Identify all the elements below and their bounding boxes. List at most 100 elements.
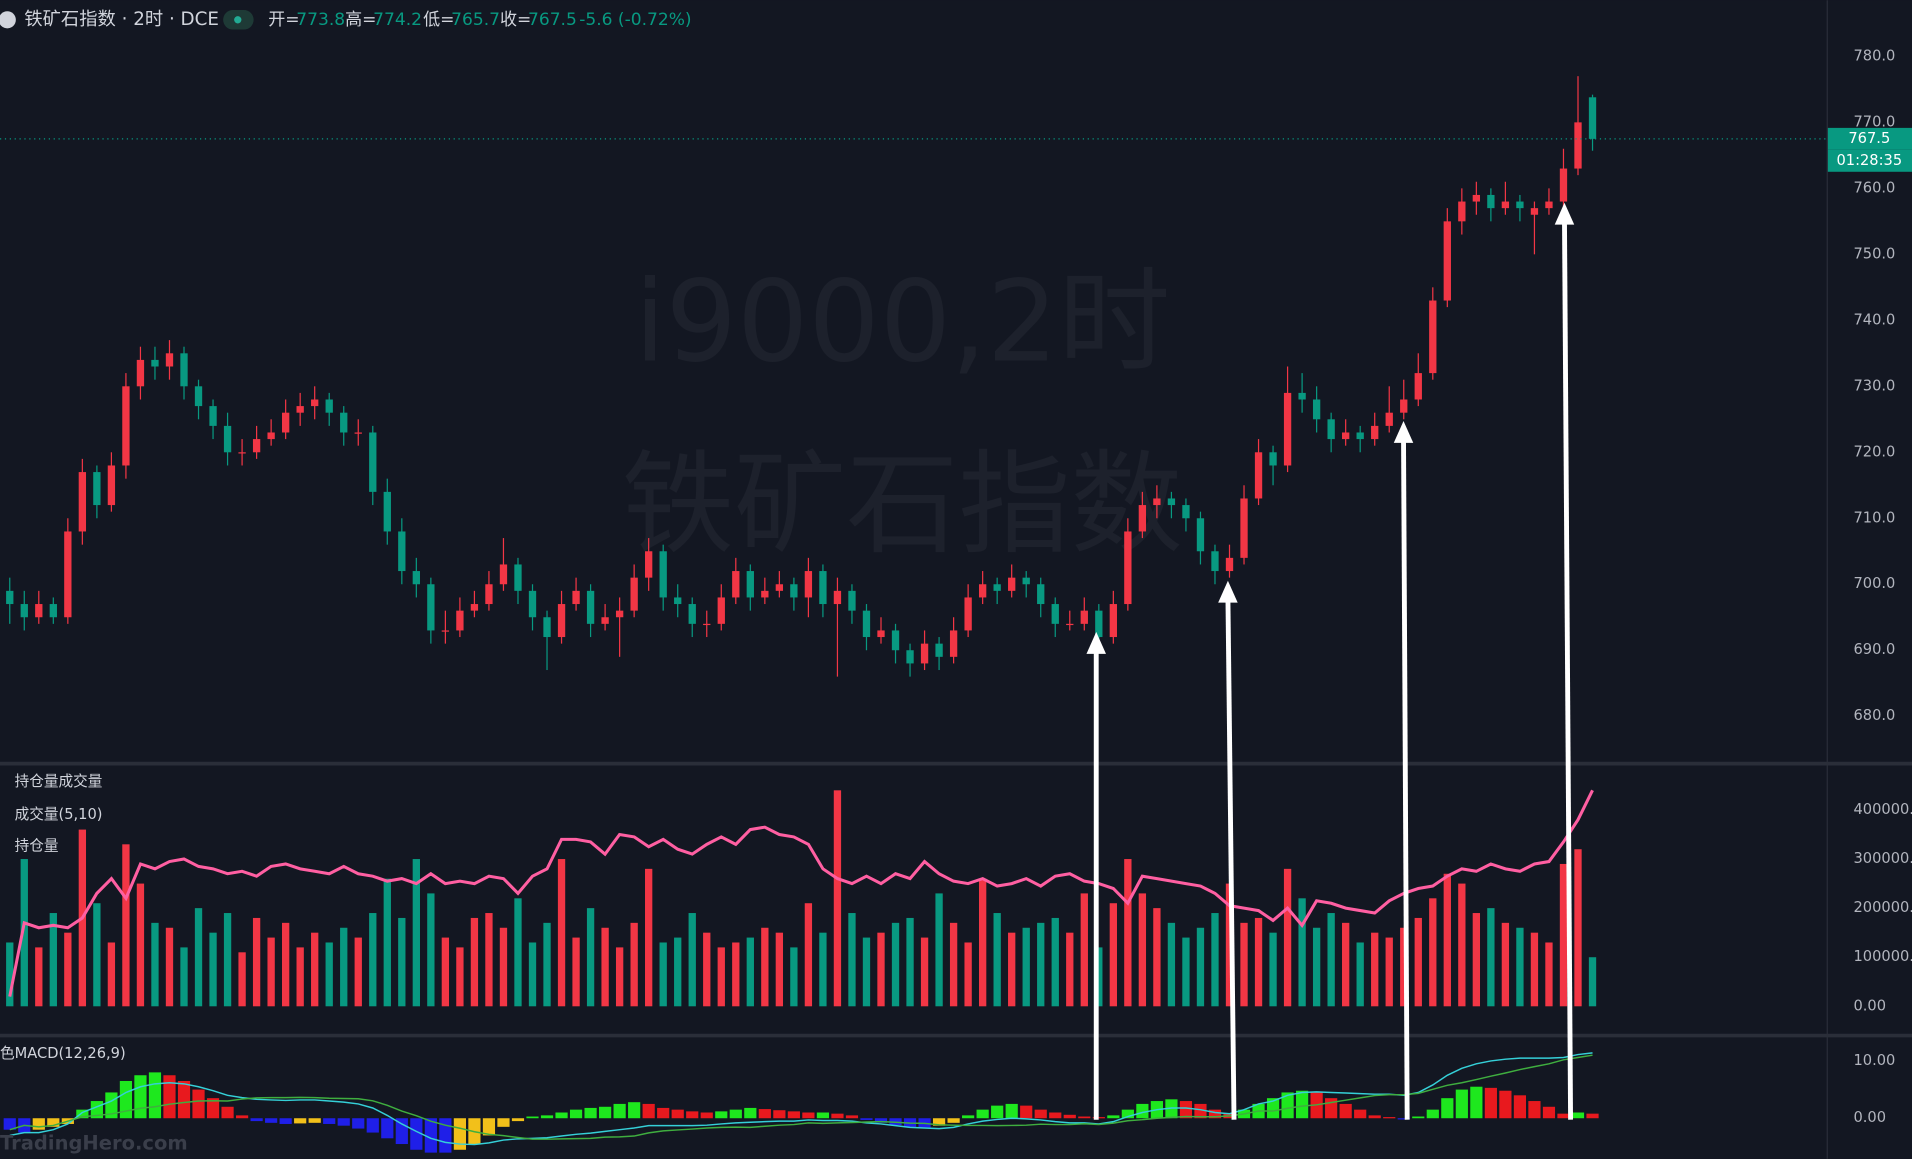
candle-body <box>1153 498 1161 506</box>
candle-body <box>703 623 711 626</box>
volume-bar <box>717 947 725 1007</box>
candle-body <box>325 399 333 413</box>
volume-bar <box>833 790 842 1007</box>
candle-body <box>964 597 972 631</box>
volume-bar <box>122 844 130 1007</box>
volume-bar <box>1588 957 1597 1007</box>
volume-bar <box>1530 932 1539 1007</box>
countdown-label: 01:28:35 <box>1836 152 1902 169</box>
volume-bar <box>252 917 261 1007</box>
macd-bar <box>1063 1114 1076 1119</box>
macd-bar <box>686 1111 699 1119</box>
candle-body <box>848 590 856 611</box>
y-tick-label: 200000.00 <box>1853 899 1912 916</box>
candle-body <box>6 590 14 605</box>
volume-bar <box>194 908 203 1007</box>
volume-bar <box>615 947 624 1007</box>
candle-body <box>311 399 319 407</box>
volume-bar <box>485 913 493 1007</box>
candle-body <box>790 584 798 598</box>
candle-body <box>572 590 580 605</box>
macd-bar <box>265 1118 278 1123</box>
candle-body <box>1458 201 1466 222</box>
volume-bar <box>1167 922 1176 1007</box>
volume-bar <box>1138 893 1147 1007</box>
macd-bar <box>221 1106 234 1119</box>
candle-body <box>920 643 929 664</box>
candle-body <box>717 597 725 624</box>
y-tick-label: 400000.00 <box>1853 801 1912 818</box>
candle-body <box>978 584 987 598</box>
candle-body <box>1516 201 1524 209</box>
macd-bar <box>816 1112 830 1119</box>
candle-body <box>804 571 813 598</box>
arrow-head <box>1393 420 1414 443</box>
candle-body <box>1124 531 1132 605</box>
volume-bar <box>1153 908 1161 1007</box>
macd-bar <box>976 1109 989 1119</box>
pane-title: 持仓量成交量 <box>15 772 103 790</box>
volume-bar <box>891 922 900 1007</box>
volume-bar <box>107 942 116 1007</box>
macd-bar <box>1368 1115 1381 1119</box>
candle-body <box>412 571 420 585</box>
volume-bar <box>819 932 827 1007</box>
last-price-tag <box>1827 127 1912 150</box>
candle-body <box>1574 122 1582 169</box>
macd-bar <box>453 1118 466 1150</box>
macd-line <box>9 1052 1593 1146</box>
candle-body <box>601 617 609 624</box>
y-tick-label: 10.00 <box>1853 1052 1895 1069</box>
candle-body <box>949 630 958 657</box>
macd-bar <box>758 1109 771 1119</box>
candle-body <box>296 406 304 413</box>
arrow-head <box>1218 580 1238 603</box>
pane-label: 持仓量 <box>15 838 59 855</box>
macd-bar <box>308 1118 321 1123</box>
y-tick-label: 730.0 <box>1853 377 1895 394</box>
candle-body <box>1109 604 1117 638</box>
macd-bar <box>657 1107 670 1119</box>
y-tick-label: 740.0 <box>1853 311 1895 328</box>
candle-body <box>1400 399 1408 413</box>
volume-bar <box>528 942 537 1007</box>
candle-body <box>877 630 885 638</box>
macd-bar <box>1092 1117 1105 1119</box>
candle-body <box>78 472 87 532</box>
macd-bar <box>599 1106 612 1119</box>
macd-bar <box>1412 1116 1425 1119</box>
candle-body <box>1138 505 1147 532</box>
volume-bar <box>804 903 813 1007</box>
macd-bar <box>947 1118 960 1123</box>
macd-bar <box>642 1103 655 1119</box>
candle-body <box>209 406 217 426</box>
candle-body <box>1312 399 1321 420</box>
macd-bar <box>1513 1095 1527 1119</box>
candle-body <box>1095 610 1103 638</box>
volume-bar <box>557 859 566 1007</box>
volume-bar <box>412 859 420 1007</box>
candle-body <box>862 610 871 638</box>
symbol-icon[interactable] <box>0 11 16 29</box>
candle-body <box>267 432 275 440</box>
volume-bar <box>1254 917 1263 1007</box>
volume-bar <box>470 917 479 1007</box>
macd-bar <box>584 1107 597 1119</box>
macd-bar <box>1266 1098 1280 1119</box>
volume-bar <box>848 913 856 1007</box>
macd-bar <box>1426 1109 1439 1119</box>
macd-bar <box>192 1089 205 1119</box>
volume-bar <box>20 859 28 1007</box>
volume-bar <box>1225 883 1234 1007</box>
arrow <box>1225 597 1237 1120</box>
volume-bar <box>64 932 72 1007</box>
candle-body <box>20 604 28 618</box>
candle-body <box>688 604 696 624</box>
candle-body <box>674 597 682 605</box>
volume-bar <box>630 922 638 1007</box>
volume-bar <box>906 917 914 1007</box>
macd-bar <box>1441 1098 1454 1119</box>
macd-bar <box>76 1109 89 1119</box>
